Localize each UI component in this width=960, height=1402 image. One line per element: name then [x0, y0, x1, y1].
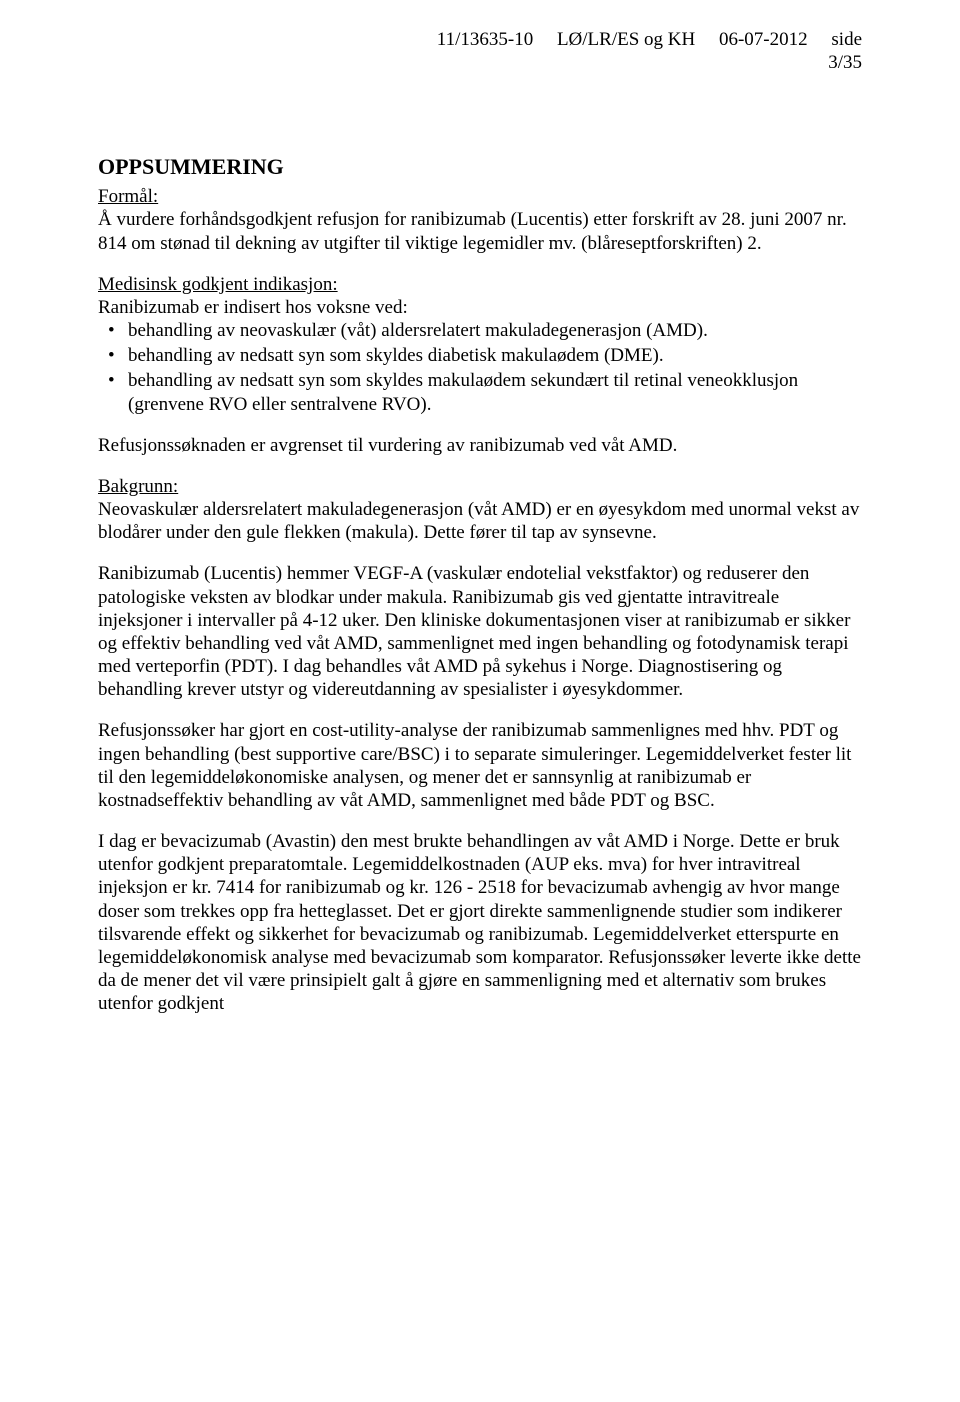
header-code: LØ/LR/ES og KH	[557, 29, 695, 50]
bakgrunn-label: Bakgrunn:	[98, 476, 178, 497]
paragraph-2: Refusjonssøker har gjort en cost-utility…	[98, 719, 862, 812]
list-item: behandling av neovaskulær (våt) aldersre…	[98, 319, 862, 342]
list-item: behandling av nedsatt syn som skyldes di…	[98, 344, 862, 367]
header-page-number: 3/35	[98, 51, 862, 74]
bakgrunn-section: Bakgrunn: Neovaskulær aldersrelatert mak…	[98, 475, 862, 545]
header-side-label: side	[831, 29, 862, 50]
bakgrunn-text: Neovaskulær aldersrelatert makuladegener…	[98, 499, 859, 543]
indikasjon-label: Medisinsk godkjent indikasjon:	[98, 274, 338, 295]
page-title: OPPSUMMERING	[98, 154, 862, 181]
list-item: behandling av nedsatt syn som skyldes ma…	[98, 369, 862, 415]
indikasjon-section: Medisinsk godkjent indikasjon: Ranibizum…	[98, 273, 862, 416]
header-date: 06-07-2012	[719, 29, 808, 50]
paragraph-1: Ranibizumab (Lucentis) hemmer VEGF-A (va…	[98, 562, 862, 701]
indikasjon-list: behandling av neovaskulær (våt) aldersre…	[98, 319, 862, 416]
formal-text: Å vurdere forhåndsgodkjent refusjon for …	[98, 209, 847, 253]
header-ref: 11/13635-10	[437, 29, 533, 50]
formal-section: Formål: Å vurdere forhåndsgodkjent refus…	[98, 185, 862, 255]
header-line: 11/13635-10 LØ/LR/ES og KH 06-07-2012 si…	[98, 28, 862, 51]
paragraph-3: I dag er bevacizumab (Avastin) den mest …	[98, 830, 862, 1015]
indikasjon-intro: Ranibizumab er indisert hos voksne ved:	[98, 297, 408, 318]
refusjon-note: Refusjonssøknaden er avgrenset til vurde…	[98, 434, 862, 457]
formal-label: Formål:	[98, 186, 158, 207]
